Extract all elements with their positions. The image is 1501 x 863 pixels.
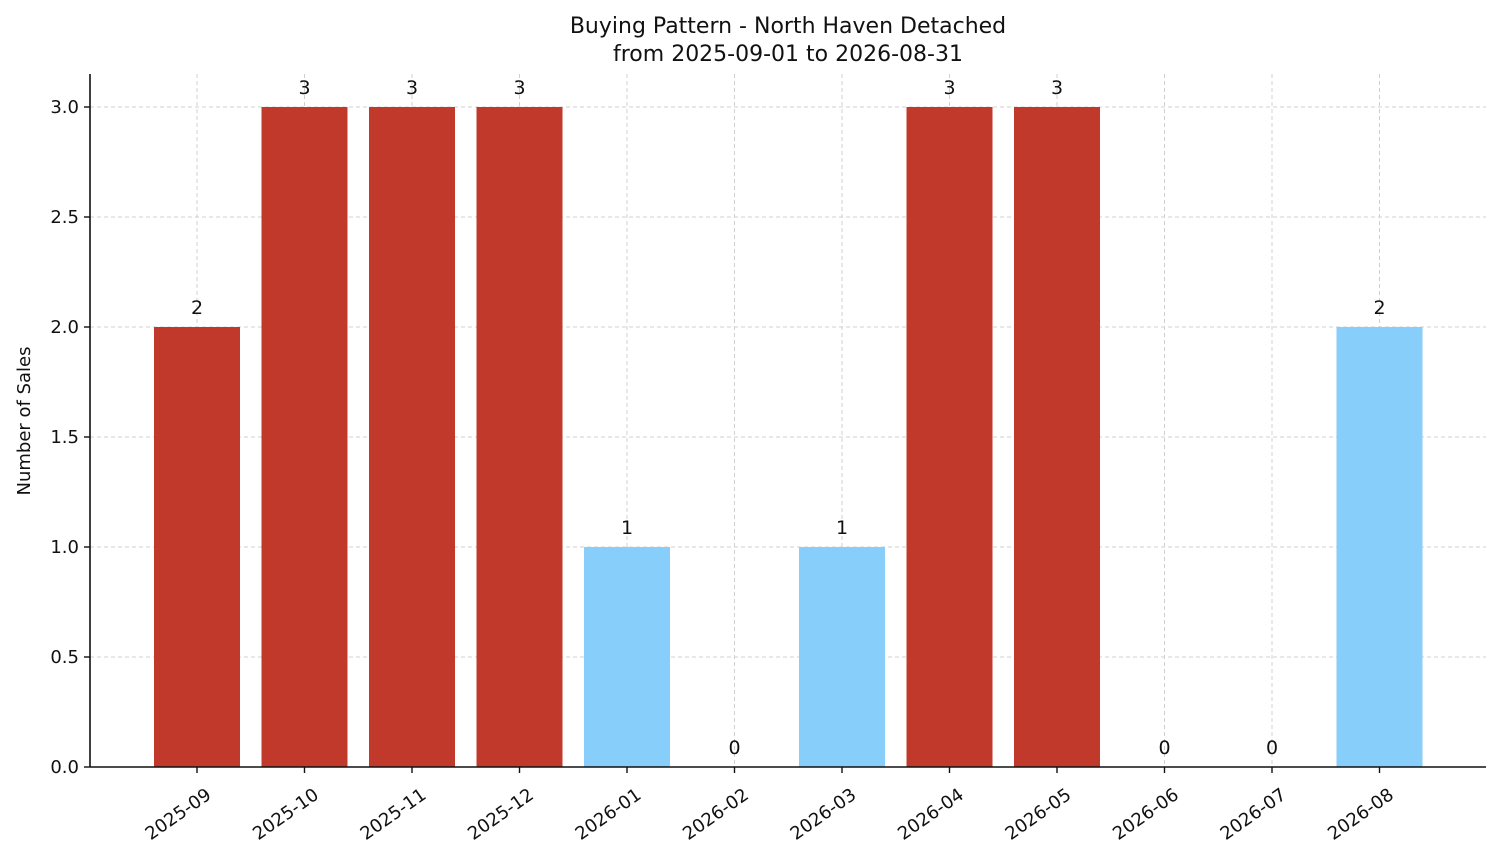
- bar-value-label: 1: [836, 517, 848, 539]
- y-tick-label: 3.0: [50, 97, 79, 118]
- bar: [799, 547, 885, 767]
- bar-value-label: 1: [621, 517, 633, 539]
- y-tick-label: 0.0: [50, 757, 79, 778]
- bar: [906, 107, 993, 767]
- bar: [154, 327, 240, 767]
- bar-value-label: 3: [1051, 77, 1063, 99]
- x-tick-label: 2026-03: [787, 784, 861, 844]
- chart-title-line-2: from 2025-09-01 to 2026-08-31: [613, 42, 963, 67]
- x-tick-label: 2026-01: [572, 784, 646, 844]
- bar-value-label: 3: [513, 77, 525, 99]
- bar-value-label: 3: [406, 77, 418, 99]
- x-tick-label: 2025-10: [249, 784, 323, 844]
- y-tick-label: 2.0: [50, 317, 79, 338]
- y-tick-label: 1.5: [50, 427, 79, 448]
- bar: [584, 547, 670, 767]
- x-tick-label: 2026-08: [1324, 784, 1398, 844]
- bar-value-label: 0: [1266, 737, 1278, 759]
- y-tick-label: 0.5: [50, 647, 79, 668]
- bar: [369, 107, 455, 767]
- x-tick-label: 2026-06: [1109, 784, 1183, 844]
- bar-value-labels: 2 3 3 3 1 0 1 3 3 0 0 2: [191, 77, 1386, 759]
- bar-value-label: 0: [728, 737, 740, 759]
- x-tick-label: 2026-07: [1217, 784, 1291, 844]
- bar: [1336, 327, 1423, 767]
- chart-title-line-1: Buying Pattern - North Haven Detached: [570, 14, 1006, 39]
- x-tick-label: 2025-11: [357, 784, 431, 844]
- bar-value-label: 2: [1373, 297, 1385, 319]
- y-tick-label: 1.0: [50, 537, 79, 558]
- bars: [154, 107, 1423, 767]
- bar: [476, 107, 563, 767]
- x-tick-label: 2025-09: [142, 784, 216, 844]
- x-tick-label: 2025-12: [464, 784, 538, 844]
- bar-value-label: 2: [191, 297, 203, 319]
- y-axis-label: Number of Sales: [14, 346, 35, 495]
- x-tick-label: 2026-05: [1002, 784, 1076, 844]
- y-tick-label: 2.5: [50, 207, 79, 228]
- x-tick-label: 2026-02: [679, 784, 753, 844]
- bar-value-label: 0: [1158, 737, 1170, 759]
- bar: [1014, 107, 1100, 767]
- bar-value-label: 3: [943, 77, 955, 99]
- bar-value-label: 3: [298, 77, 310, 99]
- x-tick-label: 2026-04: [894, 784, 968, 844]
- bar: [261, 107, 348, 767]
